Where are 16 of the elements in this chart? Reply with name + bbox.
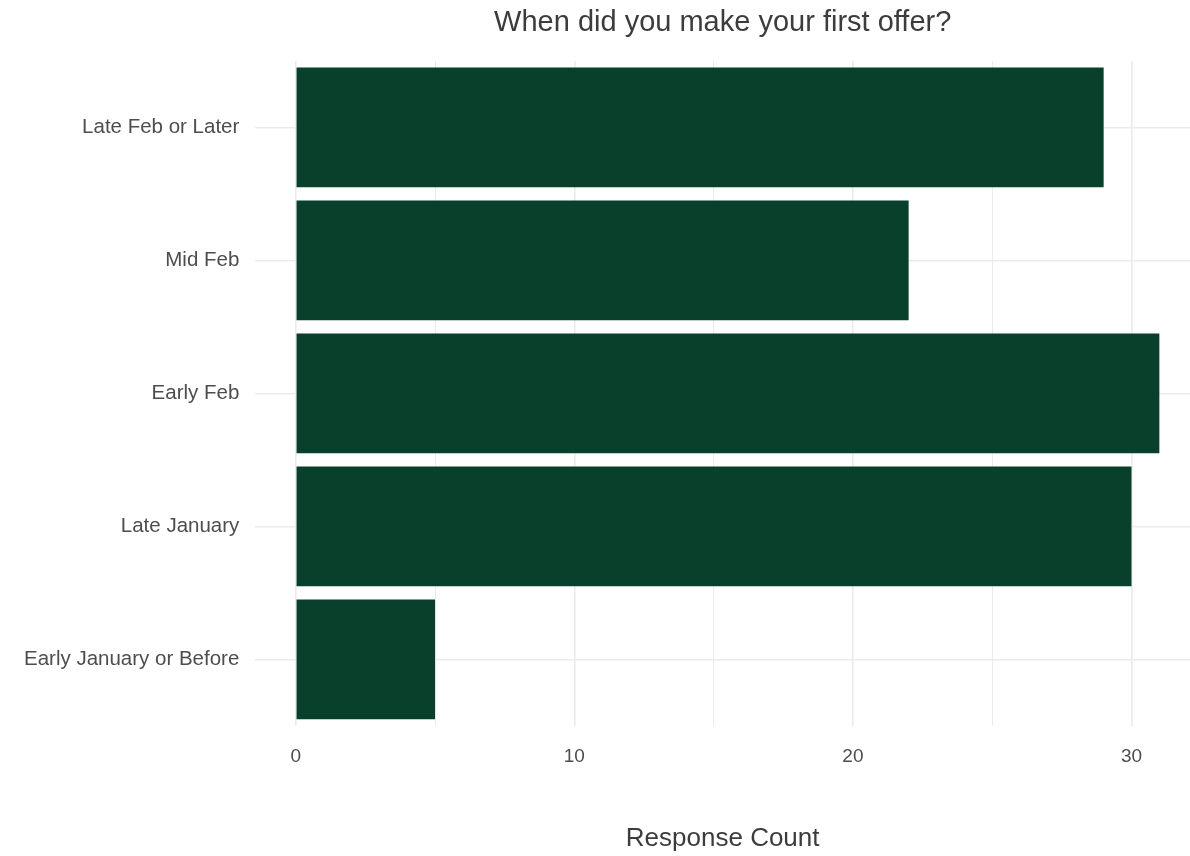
y-tick-label: Late Feb or Later	[82, 113, 240, 137]
bar	[296, 599, 436, 720]
y-tick-label: Early January or Before	[23, 646, 240, 670]
bar	[296, 466, 1132, 587]
y-tick-label: Mid Feb	[165, 247, 240, 271]
bar	[296, 67, 1104, 188]
x-tick-label: 20	[842, 744, 864, 766]
bar	[296, 333, 1160, 454]
x-tick-label: 0	[290, 744, 302, 766]
x-tick-label: 30	[1120, 744, 1143, 766]
y-tick-label: Early Feb	[151, 380, 240, 404]
x-tick-label: 10	[563, 744, 585, 766]
bar	[296, 200, 909, 321]
x-axis-title: Response Count	[625, 821, 821, 852]
chart-title: When did you make your first offer?	[494, 5, 952, 38]
y-tick-label: Late January	[120, 513, 241, 537]
